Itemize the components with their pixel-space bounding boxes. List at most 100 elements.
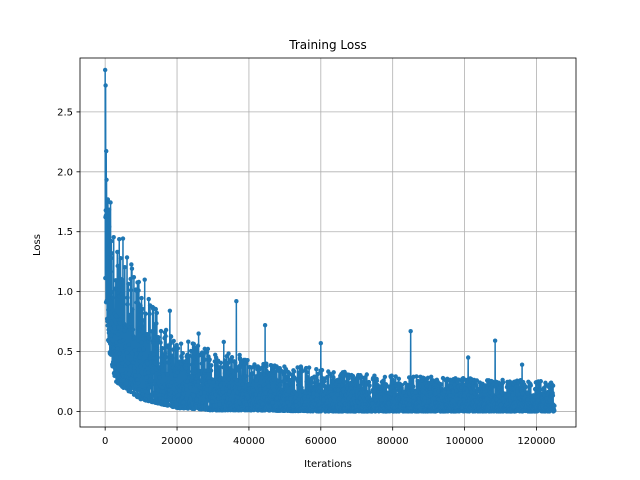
loss-point (125, 302, 130, 307)
loss-point (136, 288, 141, 293)
loss-point (185, 378, 190, 384)
loss-point (108, 332, 114, 338)
loss-point (233, 360, 238, 365)
loss-point (196, 331, 201, 336)
loss-point (114, 340, 119, 345)
loss-point (132, 391, 137, 396)
loss-point (107, 243, 112, 248)
loss-point (167, 308, 173, 313)
loss-point (178, 341, 184, 346)
loss-point (215, 371, 220, 377)
loss-point (250, 371, 255, 376)
loss-point (243, 374, 248, 379)
loss-point (147, 385, 152, 390)
loss-point (140, 318, 146, 323)
x-tick-label: 60000 (305, 436, 337, 447)
loss-point (281, 372, 287, 377)
loss-point (192, 367, 198, 373)
y-tick-label: 0.5 (57, 347, 73, 358)
loss-point (525, 390, 530, 396)
loss-point (287, 402, 292, 408)
loss-point (262, 322, 268, 328)
loss-point (492, 338, 498, 343)
loss-point (226, 351, 231, 356)
loss-point (124, 380, 129, 386)
loss-point (104, 298, 110, 303)
loss-point (207, 357, 212, 362)
loss-point (289, 377, 294, 383)
loss-point (113, 278, 118, 283)
loss-point (289, 385, 294, 390)
loss-point (129, 266, 135, 271)
loss-point (184, 396, 189, 401)
loss-point (401, 390, 406, 395)
loss-point (274, 396, 280, 401)
loss-point (132, 365, 137, 371)
loss-point (125, 360, 131, 366)
loss-point (414, 374, 419, 379)
loss-point (106, 207, 112, 212)
loss-point (115, 346, 120, 351)
loss-point (314, 392, 320, 398)
chart-title: Training Loss (288, 38, 366, 52)
loss-point (179, 355, 184, 360)
loss-point (124, 255, 130, 260)
loss-point (538, 387, 543, 392)
loss-point (505, 392, 511, 397)
loss-point (105, 265, 110, 271)
loss-point (110, 314, 115, 320)
loss-point (109, 251, 115, 256)
loss-point (372, 388, 377, 393)
loss-point (145, 370, 151, 375)
loss-point (242, 378, 248, 383)
loss-point (202, 346, 207, 352)
loss-point (141, 346, 146, 352)
loss-point (116, 362, 121, 367)
loss-point (171, 338, 176, 344)
y-tick-label: 2.0 (57, 167, 73, 178)
loss-point (151, 352, 156, 357)
loss-point (334, 392, 340, 397)
loss-point (188, 397, 193, 402)
loss-point (367, 383, 372, 388)
loss-point (448, 392, 453, 398)
loss-point (201, 362, 206, 368)
loss-point (139, 295, 144, 301)
loss-point (550, 393, 556, 398)
loss-point (299, 369, 305, 374)
loss-point (258, 387, 263, 392)
loss-point (205, 383, 210, 388)
loss-point (541, 388, 547, 393)
loss-point (229, 368, 235, 373)
loss-point (325, 374, 330, 380)
loss-point (163, 333, 168, 339)
loss-point (136, 373, 142, 379)
loss-point (270, 400, 275, 405)
loss-point (378, 392, 383, 397)
loss-point (108, 269, 114, 274)
loss-point (217, 402, 222, 407)
loss-point (519, 362, 525, 367)
loss-point (315, 371, 321, 377)
loss-point (151, 334, 156, 339)
loss-point (125, 354, 130, 360)
loss-point (168, 341, 173, 346)
loss-point (153, 306, 158, 312)
loss-point (126, 281, 131, 287)
loss-point (484, 396, 490, 402)
loss-point (331, 375, 336, 380)
loss-point (328, 372, 333, 377)
loss-point (528, 383, 533, 388)
loss-point (500, 380, 506, 385)
loss-point (199, 377, 204, 383)
loss-point (140, 306, 145, 312)
loss-point (266, 383, 272, 389)
loss-point (150, 369, 156, 374)
loss-point (288, 396, 293, 401)
loss-point (194, 347, 199, 352)
x-axis-label: Iterations (304, 459, 352, 470)
loss-point (115, 331, 121, 337)
loss-point (201, 352, 206, 357)
loss-point (116, 324, 121, 330)
loss-point (229, 355, 235, 360)
